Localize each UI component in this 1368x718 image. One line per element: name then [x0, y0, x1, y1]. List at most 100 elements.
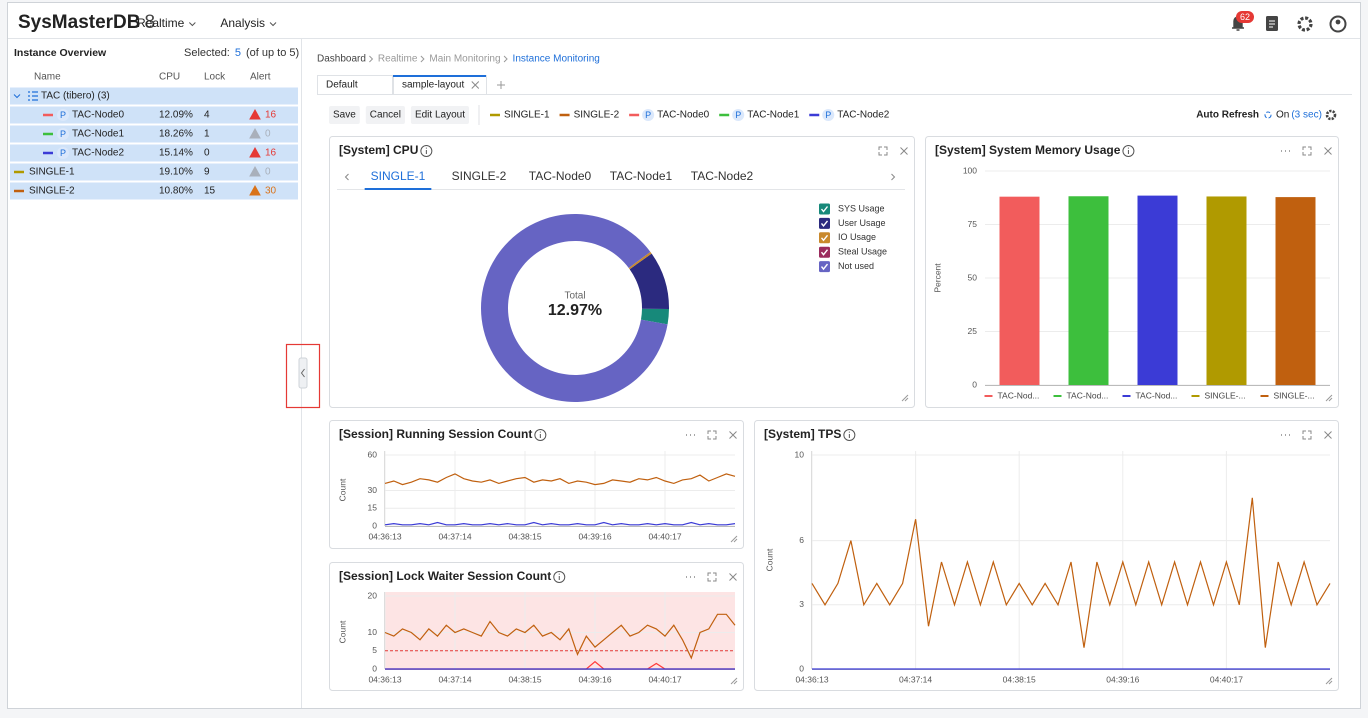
instance-tab[interactable]: TAC-Node2 — [691, 169, 754, 183]
instance-name: SINGLE-1 — [29, 167, 75, 178]
refresh-interval[interactable]: (3 sec) — [1291, 110, 1322, 121]
cpu-cell: 10.80% — [159, 186, 193, 197]
cpu-cell: 15.14% — [159, 148, 193, 159]
x-tick-label: 04:37:14 — [899, 674, 932, 684]
lock-cell: 9 — [204, 167, 210, 178]
alert-cell: 30 — [265, 186, 277, 197]
y-axis-label: Count — [337, 620, 347, 643]
x-tick-label: TAC-Nod... — [998, 390, 1040, 400]
y-tick-label: 0 — [972, 379, 977, 389]
x-tick-label: 04:39:16 — [1106, 674, 1139, 684]
y-axis-label: Count — [337, 478, 347, 501]
auto-refresh-label: Auto Refresh — [1196, 110, 1259, 121]
legend-checkbox[interactable] — [819, 247, 830, 258]
breadcrumb-item[interactable]: Main Monitoring — [429, 54, 500, 65]
legend-label: IO Usage — [838, 232, 876, 242]
instance-tab[interactable]: SINGLE-2 — [452, 169, 507, 183]
x-tick-label: 04:36:13 — [795, 674, 828, 684]
column-header: Alert — [250, 72, 271, 83]
legend-label: Not used — [838, 261, 874, 271]
x-tick-label: TAC-Nod... — [1067, 390, 1109, 400]
instance-name: TAC-Node2 — [72, 148, 124, 159]
y-tick-label: 0 — [372, 663, 377, 673]
y-tick-label: 60 — [368, 449, 378, 459]
nav-menu[interactable]: Realtime — [137, 16, 185, 30]
y-tick-label: 0 — [799, 663, 804, 673]
notification-count: 62 — [1240, 12, 1250, 22]
badge-text: P — [60, 129, 66, 139]
alert-cell: 0 — [265, 167, 271, 178]
x-tick-label: 04:36:13 — [368, 531, 401, 541]
instance-name: TAC-Node1 — [72, 129, 124, 140]
y-tick-label: 0 — [372, 520, 377, 530]
y-tick-label: 50 — [968, 272, 978, 282]
legend-label: SINGLE-2 — [574, 110, 620, 121]
toolbar-button[interactable]: Cancel — [370, 110, 401, 121]
y-tick-label: 25 — [968, 326, 978, 336]
lock-cell: 4 — [204, 110, 210, 121]
y-tick-label: 10 — [368, 627, 378, 637]
bar — [1138, 196, 1178, 385]
column-header: Lock — [204, 72, 226, 83]
y-tick-label: 5 — [372, 645, 377, 655]
badge-text: P — [825, 110, 831, 120]
legend-label: TAC-Node1 — [747, 110, 799, 121]
x-tick-label: SINGLE-... — [1205, 390, 1246, 400]
user-icon-head — [1336, 20, 1341, 25]
tab-label: sample-layout — [402, 80, 464, 91]
x-tick-label: 04:38:15 — [508, 531, 541, 541]
x-tick-label: 04:38:15 — [1003, 674, 1036, 684]
toolbar-button[interactable]: Edit Layout — [415, 110, 465, 121]
instance-tab[interactable]: TAC-Node1 — [610, 169, 673, 183]
y-axis-label: Percent — [932, 263, 942, 293]
x-tick-label: 04:39:16 — [578, 531, 611, 541]
y-tick-label: 10 — [795, 449, 805, 459]
breadcrumb-item[interactable]: Realtime — [378, 54, 418, 65]
y-tick-label: 20 — [368, 590, 378, 600]
legend-checkbox[interactable] — [819, 232, 830, 243]
donut-center-title: Total — [564, 291, 585, 302]
widget-title: [System] CPU — [339, 143, 418, 157]
legend-label: SYS Usage — [838, 203, 885, 213]
y-tick-label: 30 — [368, 485, 378, 495]
bar — [1000, 197, 1040, 385]
widget-title: [System] TPS — [764, 427, 841, 441]
alert-cell: 16 — [265, 110, 277, 121]
collapse-handle[interactable] — [299, 358, 307, 388]
x-tick-label: 04:37:14 — [438, 674, 471, 684]
x-tick-label: SINGLE-... — [1274, 390, 1315, 400]
badge-text: P — [645, 110, 651, 120]
sidebar-title: Instance Overview — [14, 47, 107, 59]
refresh-state: On — [1276, 110, 1289, 121]
legend-checkbox[interactable] — [819, 261, 830, 272]
legend-checkbox[interactable] — [819, 204, 830, 215]
logo: SysMasterDB — [18, 12, 141, 33]
toolbar-button[interactable]: Save — [333, 110, 356, 121]
group-name: TAC (tibero) (3) — [41, 91, 110, 102]
selected-count: 5 — [235, 47, 241, 59]
widget-title: [Session] Running Session Count — [339, 427, 532, 441]
legend-checkbox[interactable] — [819, 218, 830, 229]
x-tick-label: 04:36:13 — [368, 674, 401, 684]
badge-text: P — [60, 110, 66, 120]
cpu-cell: 12.09% — [159, 110, 193, 121]
breadcrumb-item[interactable]: Dashboard — [317, 54, 366, 65]
alert-cell: 16 — [265, 148, 277, 159]
x-tick-label: 04:38:15 — [508, 674, 541, 684]
bar — [1207, 196, 1247, 385]
x-tick-label: 04:37:14 — [438, 531, 471, 541]
bar — [1276, 197, 1316, 385]
lock-cell: 15 — [204, 186, 216, 197]
cpu-cell: 19.10% — [159, 167, 193, 178]
nav-menu[interactable]: Analysis — [220, 16, 265, 30]
tab-label: Default — [326, 80, 358, 91]
alert-zone — [385, 592, 735, 669]
x-tick-label: TAC-Nod... — [1136, 390, 1178, 400]
legend-label: SINGLE-1 — [504, 110, 550, 121]
x-tick-label: 04:40:17 — [648, 531, 681, 541]
instance-name: SINGLE-2 — [29, 186, 75, 197]
badge-text: P — [735, 110, 741, 120]
instance-tab[interactable]: SINGLE-1 — [371, 169, 426, 183]
instance-tab[interactable]: TAC-Node0 — [529, 169, 592, 183]
